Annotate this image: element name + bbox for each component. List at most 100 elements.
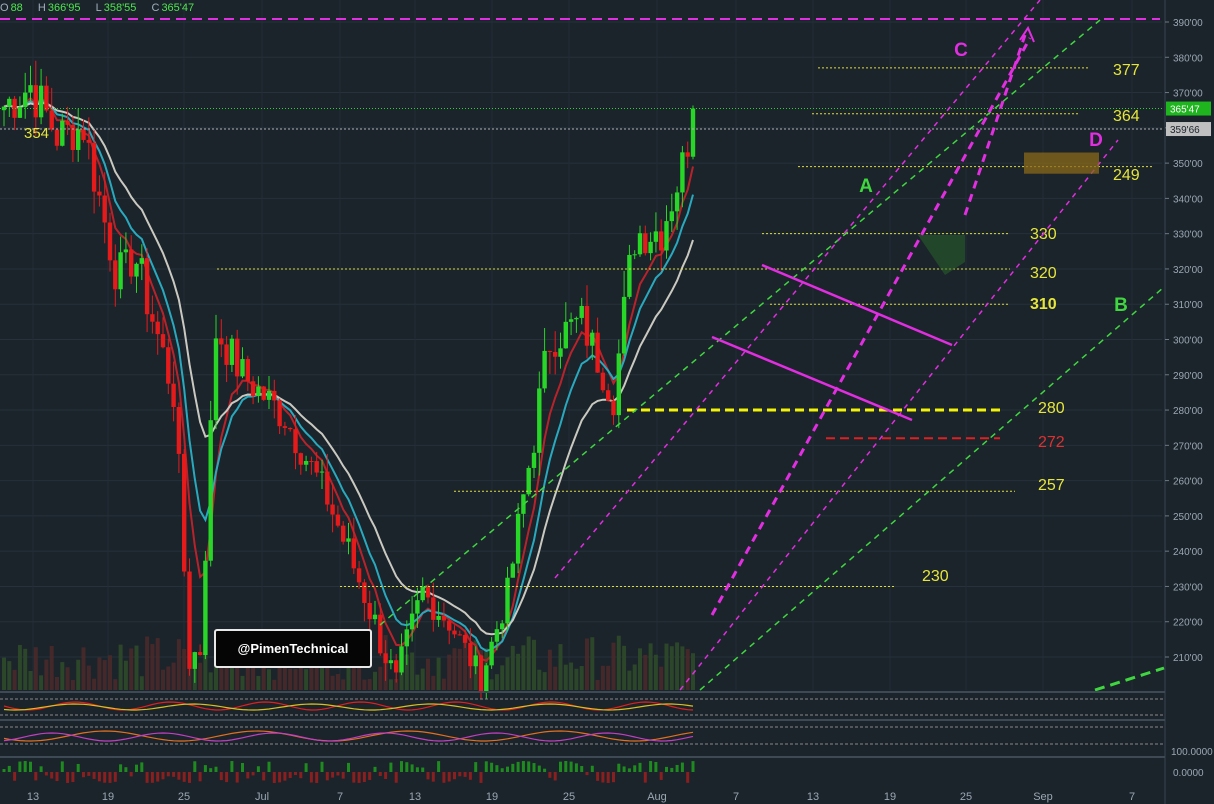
y-tick-label: 310'00	[1173, 300, 1203, 311]
candle-body	[139, 258, 144, 264]
histogram-bar	[622, 766, 626, 772]
candle	[250, 376, 256, 405]
candle	[182, 449, 187, 577]
histogram-bar	[357, 772, 361, 783]
histogram-bar	[55, 772, 59, 782]
candle	[367, 590, 372, 635]
candle-body	[12, 98, 17, 118]
volume-bar	[171, 662, 176, 690]
candle-body	[356, 568, 362, 583]
candle	[351, 517, 356, 575]
y-tick-label: 210'00	[1173, 653, 1203, 664]
candle	[346, 522, 351, 555]
volume-bar	[463, 637, 468, 690]
candle-body	[388, 660, 394, 664]
candle	[574, 316, 579, 333]
histogram-bar	[511, 763, 515, 772]
candle-body	[182, 453, 187, 572]
candle-body	[664, 221, 669, 251]
candle	[531, 445, 537, 478]
histogram-bar	[426, 772, 430, 780]
volume-bar	[388, 679, 393, 690]
candle	[219, 319, 224, 358]
candle	[102, 172, 107, 244]
candle	[134, 262, 139, 293]
candle	[473, 646, 478, 675]
candle-body	[235, 338, 240, 377]
candle	[388, 648, 394, 670]
histogram-bar	[235, 772, 239, 783]
candle	[447, 619, 452, 645]
candle-body	[659, 231, 664, 251]
volume-bar	[585, 638, 589, 690]
volume-bar	[653, 654, 658, 690]
candle	[399, 633, 404, 676]
histogram-bar	[60, 761, 64, 772]
histogram-bar	[288, 772, 292, 779]
volume-bar	[505, 657, 510, 690]
histogram-bar	[336, 772, 340, 776]
candle-body	[60, 120, 65, 146]
histogram-bar	[574, 763, 578, 772]
candle-body	[224, 344, 229, 365]
candle-body	[600, 372, 606, 391]
volume-bar	[489, 679, 494, 690]
histogram-bar	[638, 762, 642, 772]
ohlc-readout: O 88 H 366'95 L 358'55 C 365'47	[0, 2, 206, 14]
level-label-272: 272	[1038, 434, 1065, 451]
level-label-249: 249	[1113, 167, 1140, 184]
candle	[86, 117, 91, 160]
candle-body	[494, 629, 500, 642]
volume-bar	[7, 661, 12, 690]
candle-body	[160, 334, 166, 348]
candle-body	[256, 386, 261, 397]
volume-bar	[219, 654, 224, 690]
volume-bar	[245, 659, 250, 690]
candle-body	[171, 383, 176, 407]
volume-bar	[457, 648, 462, 690]
candle	[282, 421, 288, 436]
candle-body	[436, 615, 441, 620]
price-tag-bg	[1166, 122, 1211, 137]
histogram-bar	[166, 772, 170, 777]
candle	[590, 329, 595, 361]
volume-bar	[648, 643, 653, 690]
candle-body	[515, 513, 521, 564]
ohlc-close: C 365'47	[151, 2, 195, 14]
x-tick-label: 7	[337, 791, 343, 803]
candle	[579, 297, 584, 325]
candle	[118, 236, 123, 299]
y-tick-label: 240'00	[1173, 547, 1203, 558]
candle-body	[558, 348, 563, 357]
candle	[362, 579, 367, 622]
candle-body	[637, 233, 643, 255]
y-tick-label: 260'00	[1173, 477, 1203, 488]
indicator-panels: 100.0000 0.0000	[0, 691, 1213, 783]
volume-bar	[81, 647, 86, 690]
histogram-bar	[108, 772, 112, 783]
volume-bar	[33, 647, 38, 690]
candle	[12, 95, 17, 131]
volume-bar	[373, 671, 377, 690]
volume-bar	[420, 668, 425, 690]
candle-body	[500, 623, 505, 630]
histogram-bar	[463, 772, 467, 777]
histogram-bar	[415, 767, 419, 772]
candle-body	[616, 353, 621, 416]
candle-body	[38, 85, 44, 118]
volume-bar	[638, 648, 642, 690]
ohlc-open: O 88	[0, 2, 23, 14]
candle	[664, 205, 669, 259]
candle-body	[574, 317, 579, 320]
candle-body	[579, 305, 584, 318]
volume-bar	[346, 646, 351, 690]
x-tick-label: 7	[733, 791, 739, 803]
candle	[81, 119, 86, 143]
volume-bar	[282, 651, 287, 690]
volume-bar	[436, 657, 441, 690]
volume-bar	[70, 679, 75, 690]
histogram-bar	[150, 772, 154, 783]
volume-bar	[537, 669, 542, 690]
candles	[1, 60, 696, 700]
